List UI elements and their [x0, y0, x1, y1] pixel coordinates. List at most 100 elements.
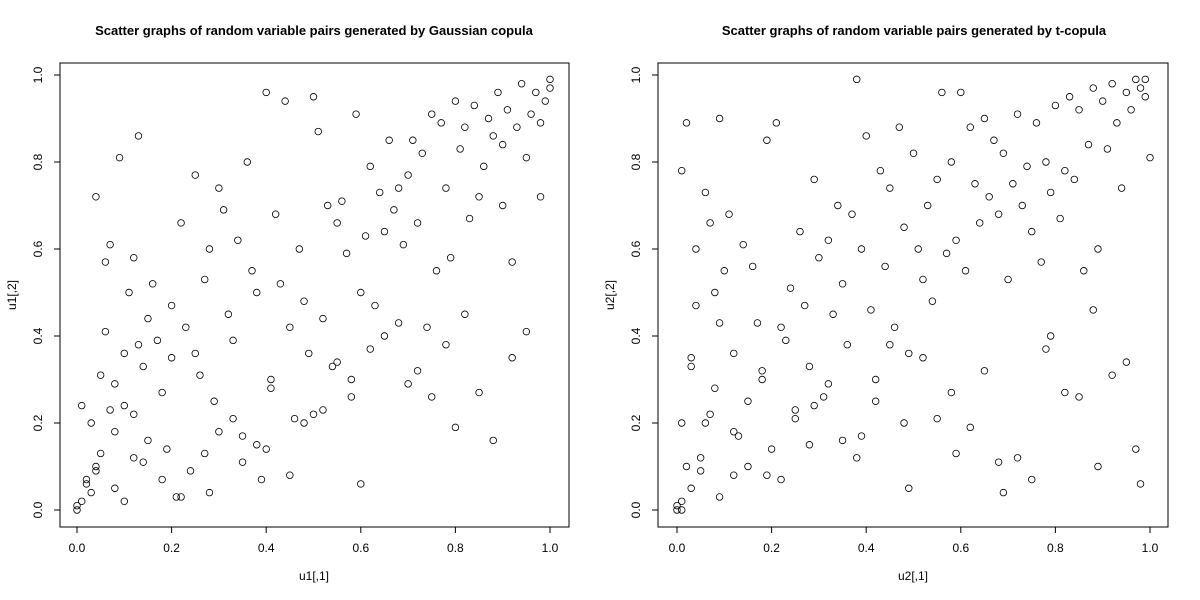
x-tick-label: 0.0	[69, 541, 86, 555]
y-tick-label: 0.6	[629, 240, 643, 257]
x-tick-label: 0.2	[763, 541, 780, 555]
scatter-point	[271, 210, 280, 218]
scatter-point	[678, 506, 686, 514]
scatter-point	[1127, 106, 1135, 114]
scatter-point	[215, 428, 223, 436]
scatter-point	[130, 410, 138, 418]
scatter-point	[158, 475, 166, 484]
scatter-point	[78, 401, 86, 410]
x-tick-label: 0.6	[952, 541, 969, 555]
scatter-point	[191, 349, 199, 358]
scatter-point	[810, 175, 818, 184]
x-tick-label: 0.0	[669, 541, 686, 555]
scatter-point	[706, 219, 714, 227]
x-tick-label: 0.6	[352, 541, 369, 555]
scatter-point	[144, 314, 152, 323]
scatter-point	[739, 240, 747, 249]
scatter-point	[92, 467, 100, 475]
scatter-point	[323, 201, 332, 210]
scatter-point	[106, 240, 114, 249]
scatter-point	[862, 132, 870, 140]
scatter-point	[829, 310, 837, 318]
scatter-point	[1004, 275, 1012, 284]
y-tick-label: 0.2	[31, 414, 45, 431]
scatter-point	[234, 236, 242, 244]
scatter-point	[357, 288, 365, 297]
scatter-point	[238, 432, 247, 440]
scatter-point	[900, 223, 908, 231]
scatter-point	[390, 206, 398, 214]
scatter-point	[394, 184, 403, 192]
scatter-point	[224, 310, 233, 318]
scatter-point	[111, 380, 119, 388]
scatter-point	[673, 506, 681, 514]
scatter-point	[167, 301, 176, 310]
scatter-point	[205, 488, 214, 497]
scatter-point	[725, 210, 733, 218]
scatter-point	[499, 201, 507, 210]
scatter-point	[508, 258, 516, 266]
scatter-point	[101, 327, 110, 336]
scatter-point	[696, 467, 705, 475]
scatter-point	[290, 414, 299, 423]
x-tick-label: 0.2	[163, 541, 180, 555]
scatter-point	[905, 484, 913, 492]
scatter-point	[276, 280, 285, 288]
scatter-point	[536, 193, 545, 201]
scatter-point	[333, 358, 341, 366]
scatter-point	[546, 84, 554, 92]
scatter-point	[347, 393, 356, 401]
scatter-point	[990, 136, 998, 144]
scatter-point	[1042, 345, 1050, 353]
scatter-point	[928, 297, 937, 305]
scatter-point	[985, 193, 993, 201]
y-axis-label: u1[,2]	[5, 280, 19, 310]
scatter-point	[111, 428, 119, 436]
scatter-point	[451, 97, 460, 105]
scatter-point	[696, 454, 705, 462]
scatter-point	[994, 458, 1003, 466]
scatter-point	[409, 136, 417, 144]
scatter-point	[1061, 166, 1069, 175]
scatter-point	[687, 362, 695, 371]
scatter-point	[1132, 445, 1140, 453]
scatter-point	[366, 345, 374, 353]
scatter-point	[1098, 97, 1107, 105]
scatter-point	[475, 388, 483, 397]
scatter-point	[404, 171, 412, 179]
scatter-point	[541, 97, 549, 105]
scatter-point	[1046, 332, 1055, 340]
scatter-point	[120, 401, 128, 410]
scatter-point	[357, 480, 365, 488]
scatter-point	[489, 132, 497, 140]
scatter-point	[281, 97, 289, 105]
scatter-point	[413, 219, 422, 227]
scatter-point	[451, 423, 460, 432]
scatter-point	[92, 193, 100, 201]
scatter-point	[673, 501, 681, 510]
x-axis: 0.0 0.2 0.4 0.6 0.8 1.0	[69, 526, 559, 555]
scatter-point	[706, 410, 714, 418]
scatter-point	[701, 188, 710, 197]
scatter-point	[286, 323, 294, 331]
scatter-point	[914, 245, 922, 253]
scatter-point	[933, 414, 941, 423]
scatter-point	[319, 406, 327, 414]
y-tick-label: 0.2	[629, 414, 643, 431]
scatter-point	[782, 336, 790, 345]
scatter-point	[1009, 180, 1017, 188]
scatter-point	[163, 445, 171, 453]
scatter-point	[309, 93, 318, 101]
scatter-point	[857, 245, 866, 253]
scatter-point	[980, 114, 989, 123]
scatter-point	[966, 423, 974, 432]
scatter-point	[810, 401, 818, 410]
scatter-point	[933, 175, 941, 184]
scatter-point	[1013, 110, 1022, 118]
scatter-point	[715, 114, 724, 123]
scatter-point	[267, 375, 275, 384]
scatter-point	[394, 319, 403, 327]
scatter-point	[1023, 162, 1031, 171]
scatter-point	[125, 288, 133, 297]
